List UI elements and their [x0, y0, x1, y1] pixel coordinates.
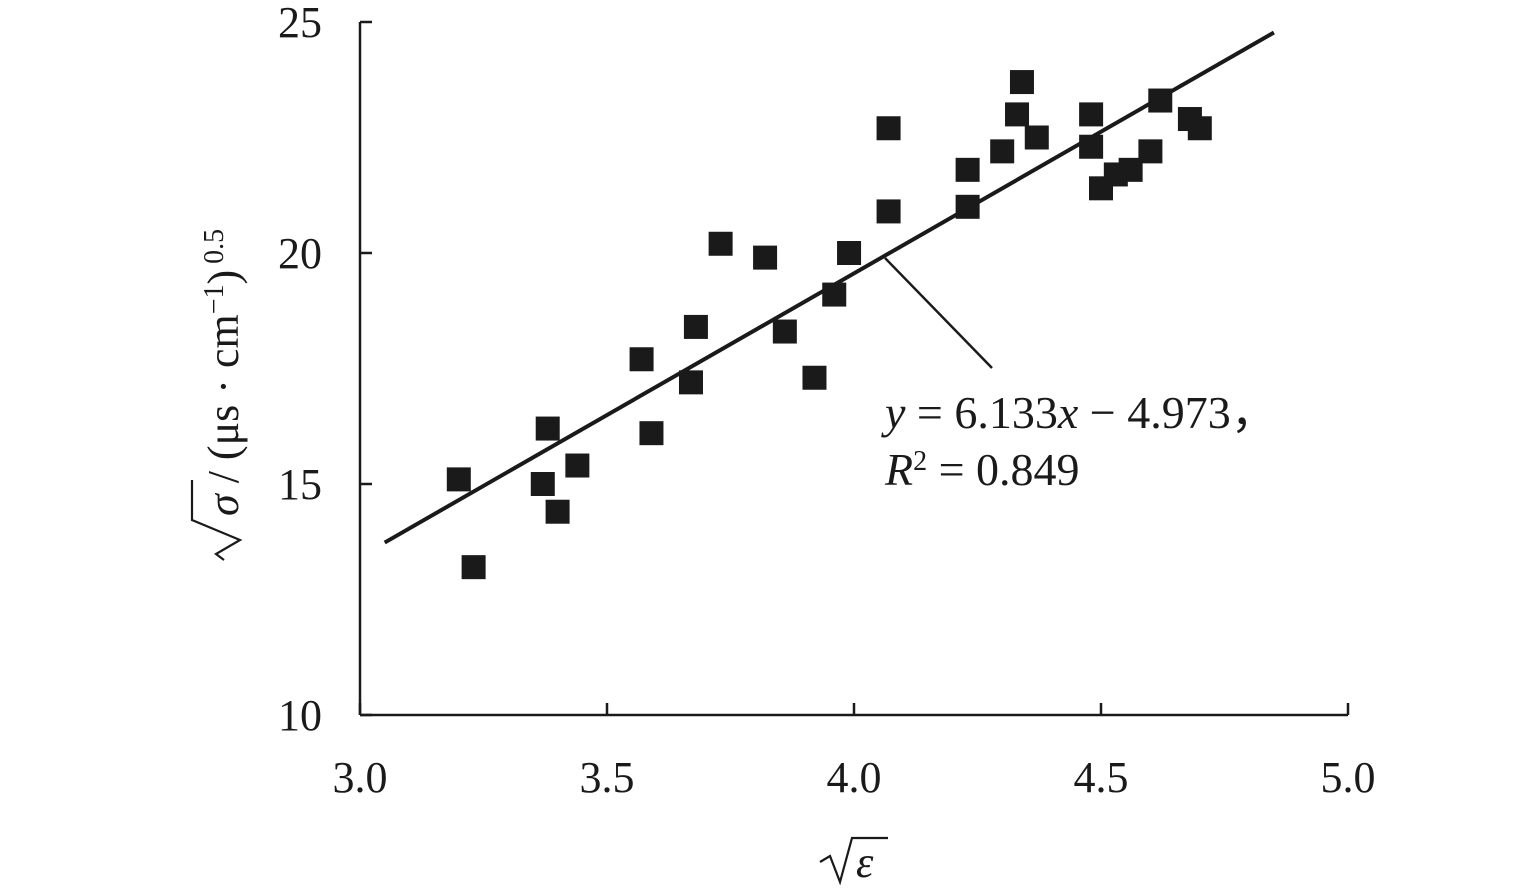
data-point	[708, 231, 733, 256]
x-axis-title: ε	[819, 836, 888, 887]
r-squared-label: R2 = 0.849	[884, 444, 1080, 495]
equation-variable: y	[881, 387, 906, 438]
data-point	[545, 499, 570, 524]
data-point	[678, 370, 703, 395]
data-point	[837, 241, 862, 265]
y-axis-sigma: σ	[199, 492, 248, 516]
x-tick-label: 5.0	[1321, 753, 1376, 802]
data-point	[955, 194, 980, 219]
y-axis-title-text: σ / (μs · cm−1) 0.5	[199, 229, 249, 516]
equation-part: − 4.973，	[1078, 387, 1276, 438]
data-point	[1005, 102, 1030, 127]
data-point	[876, 199, 901, 224]
data-point	[772, 319, 797, 344]
data-point	[1187, 116, 1212, 141]
data-point	[683, 314, 708, 339]
y-axis-title: σ / (μs · cm−1) 0.5	[190, 229, 249, 561]
data-point	[446, 467, 471, 492]
y-tick-label: 10	[278, 691, 322, 740]
data-point	[990, 139, 1015, 164]
x-tick-label: 3.5	[580, 753, 635, 802]
data-point	[1024, 125, 1049, 150]
data-point	[629, 347, 654, 372]
r-squared-value: = 0.849	[927, 444, 1079, 495]
data-points	[446, 70, 1212, 580]
y-tick-label: 25	[278, 0, 322, 47]
y-axis-units-close: )	[199, 270, 248, 285]
data-point	[1138, 139, 1163, 164]
y-tick-label: 15	[278, 460, 322, 509]
y-axis-units-exponent: −1	[199, 285, 230, 315]
x-tick-label: 4.5	[1074, 753, 1129, 802]
y-ticks: 10 15 20 25	[278, 0, 372, 740]
x-tick-label: 3.0	[333, 753, 388, 802]
r-squared-exponent: 2	[913, 446, 927, 477]
data-point	[1009, 70, 1034, 95]
regression-equation: y = 6.133x − 4.973，	[881, 387, 1277, 438]
data-point	[639, 421, 664, 446]
data-point	[802, 365, 827, 390]
data-point	[876, 116, 901, 141]
equation-part: = 6.133	[905, 387, 1057, 438]
data-point	[1079, 102, 1104, 127]
regression-annotation: y = 6.133x − 4.973， R2 = 0.849	[881, 257, 1277, 495]
x-axis-title-text: ε	[856, 838, 874, 887]
y-axis-radical-sign	[190, 480, 243, 561]
y-axis-units: / (μs · cm	[199, 314, 248, 494]
data-point	[753, 245, 778, 270]
annotation-leader-line	[884, 257, 993, 369]
x-axis-radical-sign	[819, 836, 888, 886]
r-symbol: R	[884, 444, 913, 495]
data-point	[1079, 134, 1104, 159]
equation-variable: x	[1057, 387, 1079, 438]
y-tick-label: 20	[278, 229, 322, 278]
data-point	[822, 282, 847, 307]
x-ticks: 3.0 3.5 4.0 4.5 5.0	[333, 703, 1376, 802]
data-point	[535, 416, 560, 441]
data-point	[565, 453, 590, 478]
data-point	[955, 157, 980, 182]
data-point	[530, 472, 555, 496]
x-tick-label: 4.0	[827, 753, 882, 802]
y-axis-power: 0.5	[199, 229, 230, 264]
data-point	[461, 555, 486, 580]
data-point	[1148, 88, 1173, 113]
